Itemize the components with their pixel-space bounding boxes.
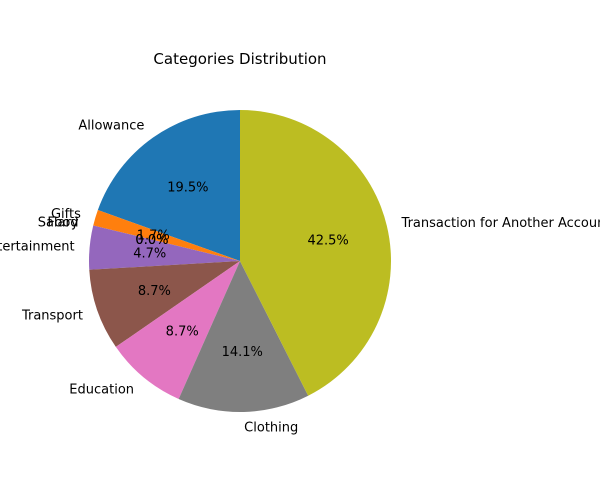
slice-label-transport: Transport	[21, 309, 83, 324]
pie-slice-gifts	[93, 210, 241, 261]
slice-label-education: Education	[69, 382, 134, 397]
slice-percent-gifts: 1.7%	[137, 229, 170, 244]
slice-label-entertainment: Entertainment	[0, 240, 75, 255]
slice-percent-clothing: 14.1%	[222, 345, 263, 360]
slice-label-clothing: Clothing	[244, 421, 298, 436]
pie-slice-allowance	[97, 110, 240, 261]
slice-label-transaction-for-another-account: Transaction for Another Account	[401, 216, 600, 231]
pie-slices	[88, 109, 391, 413]
slice-percent-transport: 8.7%	[138, 284, 171, 299]
pie-slice-transport	[89, 261, 241, 347]
slice-percent-food: 0.0%	[135, 233, 168, 248]
slice-label-food: Food	[47, 215, 78, 230]
slice-label-salary: Salary	[38, 215, 79, 230]
slice-percent-transaction-for-another-account: 42.5%	[307, 233, 348, 248]
slice-percent-education: 8.7%	[166, 324, 199, 339]
pie-slice-entertainment	[88, 225, 240, 270]
slice-percent-allowance: 19.5%	[167, 180, 208, 195]
slice-label-gifts: Gifts	[51, 207, 81, 222]
slice-percent-entertainment: 4.7%	[133, 246, 166, 261]
slice-percent-salary: 0.0%	[135, 233, 168, 248]
pie-slice-clothing	[178, 261, 309, 413]
pie-slice-transaction-for-another-account	[240, 109, 391, 396]
slice-label-allowance: Allowance	[78, 119, 144, 134]
chart-title: Categories Distribution	[153, 50, 326, 68]
pie-slice-education	[115, 261, 240, 399]
pie-labels: Allowance19.5%Gifts1.7%Salary0.0%Food0.0…	[0, 119, 600, 436]
